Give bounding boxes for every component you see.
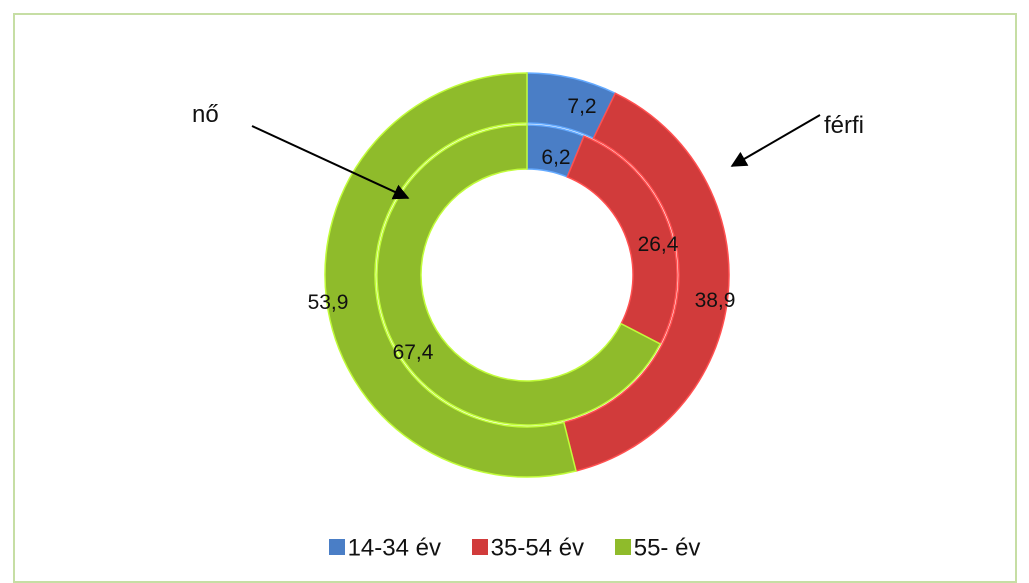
slice-outer-55 [324, 72, 577, 478]
data-label-outer-55: 53,9 [308, 291, 349, 314]
no-callout-arrow [251, 125, 410, 200]
legend-swatch-blue [328, 538, 345, 555]
data-label-outer-35-54: 38,9 [695, 289, 736, 312]
legend-label-55: 55- év [633, 534, 701, 562]
callout-ferfi: férfi [824, 112, 864, 139]
legend: 14-34 év 35-54 év 55- év [0, 534, 1029, 563]
legend-item-14-34: 14-34 év [328, 534, 441, 563]
legend-item-35-54: 35-54 év [471, 534, 585, 563]
data-label-inner-14-34: 6,2 [541, 146, 570, 169]
inner-ring-no [376, 124, 678, 426]
legend-swatch-red [471, 538, 488, 555]
data-label-inner-35-54: 26,4 [638, 233, 679, 256]
data-label-inner-55: 67,4 [393, 341, 434, 364]
legend-label-14-34: 14-34 év [347, 534, 441, 562]
legend-swatch-green [614, 538, 631, 555]
legend-label-35-54: 35-54 év [490, 534, 585, 562]
data-labels: 7,2 38,9 53,9 6,2 26,4 67,4 [308, 95, 736, 364]
outer-ring-ferfi [324, 72, 730, 478]
data-label-outer-14-34: 7,2 [567, 95, 596, 118]
ferfi-callout-arrow [730, 114, 821, 167]
callout-no: nő [192, 101, 219, 128]
slice-outer-35-54 [562, 92, 730, 472]
slice-inner-55 [376, 124, 662, 426]
legend-item-55: 55- év [614, 534, 701, 563]
